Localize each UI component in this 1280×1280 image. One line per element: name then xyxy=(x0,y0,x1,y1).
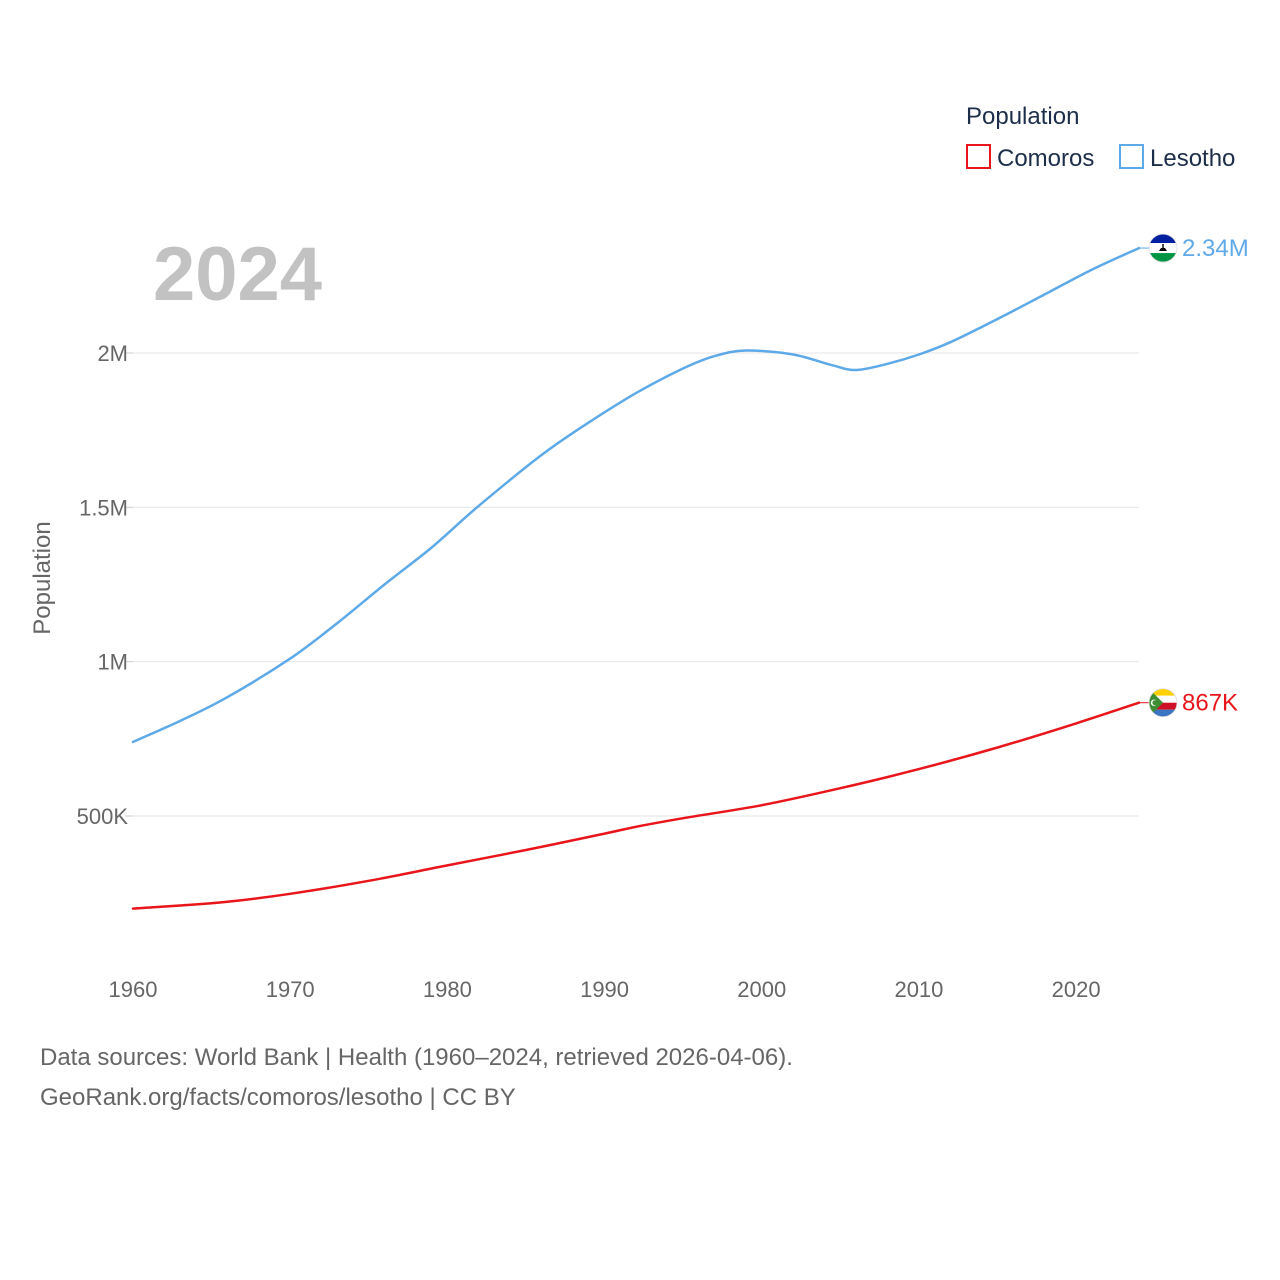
x-axis-ticks: 1960 1970 1980 1990 2000 2010 2020 xyxy=(109,977,1101,1002)
credit-line: GeoRank.org/facts/comoros/lesotho | CC B… xyxy=(40,1084,516,1111)
comoros-flag-icon xyxy=(1148,688,1178,718)
y-axis-title: Population xyxy=(29,521,56,634)
y-axis-ticks: 500K 1M 1.5M 2M xyxy=(77,341,129,829)
y-tick-label: 1.5M xyxy=(79,495,128,520)
legend-label-lesotho: Lesotho xyxy=(1150,145,1235,172)
legend-swatch-comoros xyxy=(966,144,991,169)
year-watermark: 2024 xyxy=(153,232,322,317)
legend-swatch-lesotho xyxy=(1119,144,1144,169)
legend: Population Comoros Lesotho xyxy=(966,103,1235,172)
legend-title: Population xyxy=(966,103,1079,130)
series-line-lesotho xyxy=(131,246,1141,744)
end-label-comoros: 867K xyxy=(1182,690,1238,717)
x-tick-label: 1980 xyxy=(423,977,472,1002)
y-tick-label: 1M xyxy=(97,650,128,675)
x-tick-label: 1970 xyxy=(266,977,315,1002)
y-tick-label: 500K xyxy=(77,804,129,829)
end-label-lesotho: 2.34M xyxy=(1182,235,1249,262)
series-line-comoros xyxy=(131,701,1141,910)
series-lines xyxy=(131,246,1141,910)
series-end-markers: 867K 2.34M xyxy=(1139,233,1249,718)
x-tick-label: 2020 xyxy=(1052,977,1101,1002)
y-tick-label: 2M xyxy=(97,341,128,366)
x-tick-label: 1990 xyxy=(580,977,629,1002)
source-line: Data sources: World Bank | Health (1960–… xyxy=(40,1044,793,1071)
legend-label-comoros: Comoros xyxy=(997,145,1094,172)
x-tick-label: 2000 xyxy=(737,977,786,1002)
lesotho-flag-icon xyxy=(1148,233,1178,263)
gridlines xyxy=(125,352,1139,817)
x-tick-label: 2010 xyxy=(894,977,943,1002)
x-tick-label: 1960 xyxy=(109,977,158,1002)
